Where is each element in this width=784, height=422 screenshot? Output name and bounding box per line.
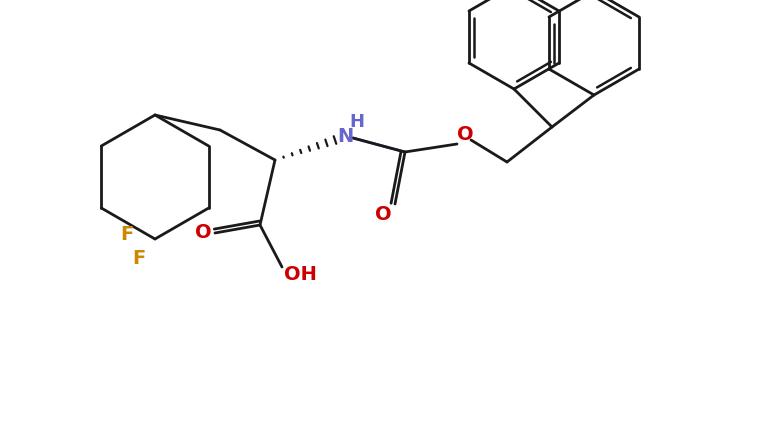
Text: OH: OH	[284, 265, 317, 284]
Text: O: O	[457, 124, 474, 143]
Text: N: N	[337, 127, 353, 146]
Text: O: O	[375, 205, 391, 224]
Text: F: F	[121, 225, 133, 243]
Text: H: H	[350, 113, 365, 131]
Text: F: F	[132, 249, 146, 268]
Text: O: O	[194, 224, 212, 243]
